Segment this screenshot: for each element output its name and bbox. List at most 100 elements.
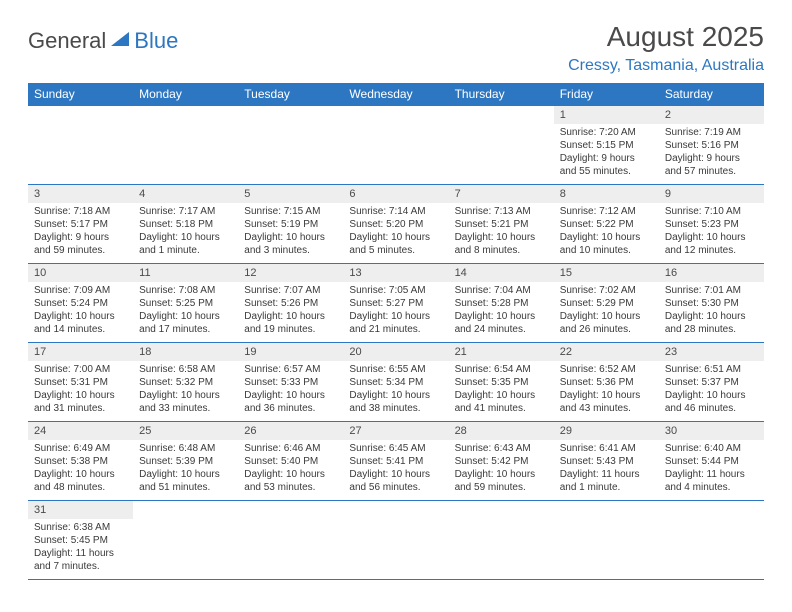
sunset-text: Sunset: 5:32 PM xyxy=(139,376,232,389)
sunset-text: Sunset: 5:31 PM xyxy=(34,376,127,389)
day-number: 14 xyxy=(449,264,554,282)
daylight-line2: and 31 minutes. xyxy=(34,402,127,415)
daylight-line1: Daylight: 10 hours xyxy=(349,389,442,402)
day-info: Sunrise: 7:01 AMSunset: 5:30 PMDaylight:… xyxy=(659,282,764,340)
sunset-text: Sunset: 5:21 PM xyxy=(455,218,548,231)
daylight-line1: Daylight: 10 hours xyxy=(139,231,232,244)
sunrise-text: Sunrise: 7:00 AM xyxy=(34,363,127,376)
calendar-day-cell xyxy=(659,500,764,579)
daylight-line2: and 21 minutes. xyxy=(349,323,442,336)
day-number: 28 xyxy=(449,422,554,440)
header: General Blue August 2025 Cressy, Tasmani… xyxy=(28,22,764,75)
sunrise-text: Sunrise: 6:40 AM xyxy=(665,442,758,455)
calendar-day-cell: 29Sunrise: 6:41 AMSunset: 5:43 PMDayligh… xyxy=(554,421,659,500)
sunset-text: Sunset: 5:43 PM xyxy=(560,455,653,468)
calendar-day-cell xyxy=(28,105,133,184)
daylight-line2: and 28 minutes. xyxy=(665,323,758,336)
location: Cressy, Tasmania, Australia xyxy=(568,57,764,75)
day-info: Sunrise: 7:12 AMSunset: 5:22 PMDaylight:… xyxy=(554,203,659,261)
sunset-text: Sunset: 5:36 PM xyxy=(560,376,653,389)
calendar-day-cell: 22Sunrise: 6:52 AMSunset: 5:36 PMDayligh… xyxy=(554,342,659,421)
sunset-text: Sunset: 5:41 PM xyxy=(349,455,442,468)
page: General Blue August 2025 Cressy, Tasmani… xyxy=(0,0,792,580)
sunrise-text: Sunrise: 7:04 AM xyxy=(455,284,548,297)
sunset-text: Sunset: 5:28 PM xyxy=(455,297,548,310)
daylight-line1: Daylight: 10 hours xyxy=(244,310,337,323)
sunset-text: Sunset: 5:20 PM xyxy=(349,218,442,231)
day-info: Sunrise: 7:00 AMSunset: 5:31 PMDaylight:… xyxy=(28,361,133,419)
day-number: 29 xyxy=(554,422,659,440)
daylight-line2: and 19 minutes. xyxy=(244,323,337,336)
calendar-day-cell: 24Sunrise: 6:49 AMSunset: 5:38 PMDayligh… xyxy=(28,421,133,500)
weekday-header: Sunday xyxy=(28,83,133,106)
day-number: 22 xyxy=(554,343,659,361)
sunset-text: Sunset: 5:22 PM xyxy=(560,218,653,231)
calendar-day-cell: 31Sunrise: 6:38 AMSunset: 5:45 PMDayligh… xyxy=(28,500,133,579)
daylight-line1: Daylight: 10 hours xyxy=(455,310,548,323)
daylight-line2: and 4 minutes. xyxy=(665,481,758,494)
daylight-line1: Daylight: 10 hours xyxy=(139,468,232,481)
daylight-line1: Daylight: 11 hours xyxy=(560,468,653,481)
day-number: 18 xyxy=(133,343,238,361)
sunset-text: Sunset: 5:37 PM xyxy=(665,376,758,389)
day-number: 25 xyxy=(133,422,238,440)
daylight-line2: and 3 minutes. xyxy=(244,244,337,257)
daylight-line2: and 17 minutes. xyxy=(139,323,232,336)
sunrise-text: Sunrise: 6:45 AM xyxy=(349,442,442,455)
sunrise-text: Sunrise: 6:55 AM xyxy=(349,363,442,376)
calendar-day-cell: 18Sunrise: 6:58 AMSunset: 5:32 PMDayligh… xyxy=(133,342,238,421)
daylight-line1: Daylight: 10 hours xyxy=(665,231,758,244)
daylight-line2: and 1 minute. xyxy=(139,244,232,257)
calendar-day-cell: 2Sunrise: 7:19 AMSunset: 5:16 PMDaylight… xyxy=(659,105,764,184)
sunset-text: Sunset: 5:19 PM xyxy=(244,218,337,231)
sunrise-text: Sunrise: 7:10 AM xyxy=(665,205,758,218)
daylight-line1: Daylight: 10 hours xyxy=(560,231,653,244)
sunrise-text: Sunrise: 6:41 AM xyxy=(560,442,653,455)
day-number: 31 xyxy=(28,501,133,519)
day-number: 4 xyxy=(133,185,238,203)
sunrise-text: Sunrise: 6:43 AM xyxy=(455,442,548,455)
calendar-day-cell xyxy=(133,105,238,184)
sunset-text: Sunset: 5:42 PM xyxy=(455,455,548,468)
calendar-day-cell xyxy=(449,105,554,184)
sunset-text: Sunset: 5:15 PM xyxy=(560,139,653,152)
calendar-day-cell: 4Sunrise: 7:17 AMSunset: 5:18 PMDaylight… xyxy=(133,184,238,263)
calendar-day-cell: 13Sunrise: 7:05 AMSunset: 5:27 PMDayligh… xyxy=(343,263,448,342)
day-info: Sunrise: 7:10 AMSunset: 5:23 PMDaylight:… xyxy=(659,203,764,261)
day-number: 21 xyxy=(449,343,554,361)
logo-text-general: General xyxy=(28,28,106,54)
calendar-day-cell: 1Sunrise: 7:20 AMSunset: 5:15 PMDaylight… xyxy=(554,105,659,184)
day-number: 13 xyxy=(343,264,448,282)
sunrise-text: Sunrise: 6:46 AM xyxy=(244,442,337,455)
calendar-week-row: 3Sunrise: 7:18 AMSunset: 5:17 PMDaylight… xyxy=(28,184,764,263)
logo-text-blue: Blue xyxy=(134,28,178,54)
day-number: 24 xyxy=(28,422,133,440)
weekday-header: Monday xyxy=(133,83,238,106)
day-info: Sunrise: 7:09 AMSunset: 5:24 PMDaylight:… xyxy=(28,282,133,340)
daylight-line1: Daylight: 10 hours xyxy=(665,389,758,402)
sunrise-text: Sunrise: 7:20 AM xyxy=(560,126,653,139)
sunrise-text: Sunrise: 7:02 AM xyxy=(560,284,653,297)
weekday-header-row: Sunday Monday Tuesday Wednesday Thursday… xyxy=(28,83,764,106)
daylight-line1: Daylight: 10 hours xyxy=(560,310,653,323)
sunset-text: Sunset: 5:39 PM xyxy=(139,455,232,468)
calendar-week-row: 17Sunrise: 7:00 AMSunset: 5:31 PMDayligh… xyxy=(28,342,764,421)
calendar-day-cell: 27Sunrise: 6:45 AMSunset: 5:41 PMDayligh… xyxy=(343,421,448,500)
day-number: 12 xyxy=(238,264,343,282)
sunrise-text: Sunrise: 6:54 AM xyxy=(455,363,548,376)
daylight-line1: Daylight: 10 hours xyxy=(560,389,653,402)
day-info: Sunrise: 6:41 AMSunset: 5:43 PMDaylight:… xyxy=(554,440,659,498)
calendar-day-cell: 7Sunrise: 7:13 AMSunset: 5:21 PMDaylight… xyxy=(449,184,554,263)
calendar-week-row: 1Sunrise: 7:20 AMSunset: 5:15 PMDaylight… xyxy=(28,105,764,184)
calendar-day-cell: 15Sunrise: 7:02 AMSunset: 5:29 PMDayligh… xyxy=(554,263,659,342)
daylight-line2: and 46 minutes. xyxy=(665,402,758,415)
daylight-line2: and 26 minutes. xyxy=(560,323,653,336)
daylight-line2: and 14 minutes. xyxy=(34,323,127,336)
calendar-day-cell: 20Sunrise: 6:55 AMSunset: 5:34 PMDayligh… xyxy=(343,342,448,421)
daylight-line1: Daylight: 10 hours xyxy=(244,468,337,481)
daylight-line2: and 41 minutes. xyxy=(455,402,548,415)
weekday-header: Thursday xyxy=(449,83,554,106)
daylight-line2: and 38 minutes. xyxy=(349,402,442,415)
daylight-line1: Daylight: 10 hours xyxy=(244,389,337,402)
sunrise-text: Sunrise: 7:17 AM xyxy=(139,205,232,218)
